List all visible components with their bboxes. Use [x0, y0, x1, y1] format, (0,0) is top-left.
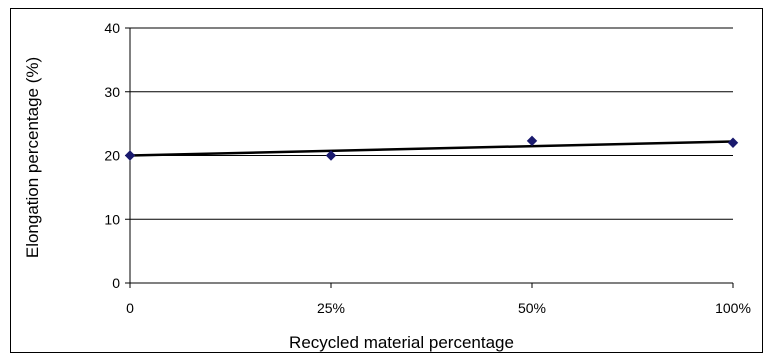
data-point: [526, 135, 538, 147]
x-tick-label: 50%: [518, 300, 546, 316]
data-point: [727, 137, 739, 148]
trendline: [129, 140, 734, 157]
data-point: [325, 150, 337, 161]
x-tick-labels: 0 25% 50% 100%: [126, 283, 751, 316]
y-tick-labels: 0 10 20 30 40: [104, 20, 130, 291]
y-tick-label: 30: [104, 84, 120, 100]
y-axis-title: Elongation percentage (%): [23, 57, 42, 258]
trendline-layer: [129, 140, 734, 157]
data-points: [124, 135, 739, 161]
x-axis-title: Recycled material percentage: [289, 333, 514, 352]
chart-frame: [10, 8, 763, 353]
y-tick-label: 0: [112, 275, 120, 291]
y-tick-label: 20: [104, 148, 120, 164]
y-tick-label: 10: [104, 211, 120, 227]
x-tick-label: 25%: [317, 300, 345, 316]
gridlines: [130, 27, 733, 220]
x-tick-label: 0: [126, 300, 134, 316]
x-tick-label: 100%: [715, 300, 751, 316]
data-point: [124, 150, 136, 161]
y-tick-label: 40: [104, 20, 120, 36]
